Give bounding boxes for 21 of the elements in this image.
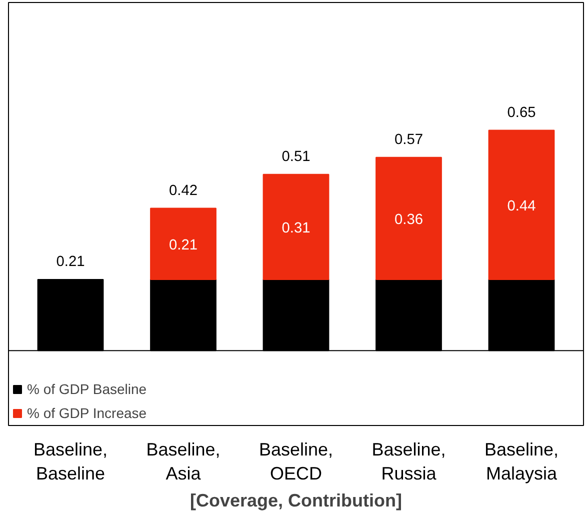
- x-axis-title: [Coverage, Contribution]: [190, 490, 402, 510]
- x-tick-label: Baseline, OECD: [258, 440, 334, 484]
- x-tick-label: Baseline, Russia: [372, 440, 446, 484]
- data-label: 0.44: [507, 198, 536, 214]
- data-label: 0.21: [168, 237, 198, 254]
- total-label: 0.42: [168, 183, 198, 200]
- total-label: 0.21: [56, 254, 85, 270]
- data-label: 0.36: [394, 212, 424, 228]
- legend-label: % of GDP Increase: [27, 405, 147, 421]
- total-label: 0.57: [394, 132, 424, 148]
- bar: [376, 156, 442, 280]
- legend-label: % of GDP Baseline: [27, 381, 147, 397]
- data-label: 0.31: [282, 220, 310, 236]
- bar: [488, 130, 555, 280]
- x-tick-label: Baseline, Malaysia: [484, 440, 559, 484]
- bar: [150, 208, 216, 280]
- total-label: 0.65: [507, 105, 536, 122]
- x-tick-label: Baseline, Baseline: [33, 440, 108, 484]
- x-tick-label: Baseline, Asia: [146, 440, 220, 484]
- bar: [262, 174, 330, 280]
- total-label: 0.51: [282, 149, 310, 166]
